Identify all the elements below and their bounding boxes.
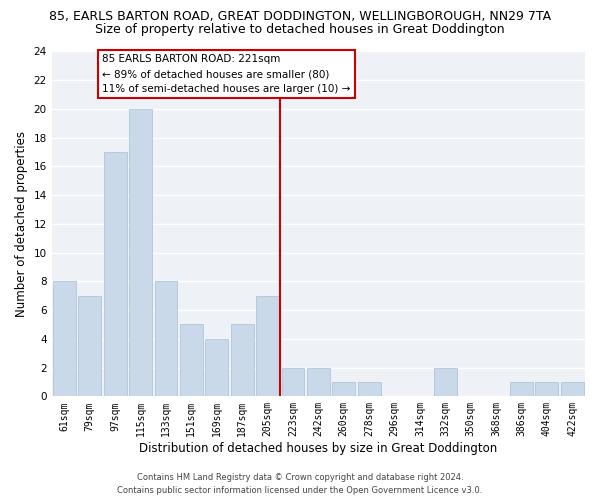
Y-axis label: Number of detached properties: Number of detached properties bbox=[15, 131, 28, 317]
Bar bbox=[79, 296, 101, 396]
Bar bbox=[256, 296, 279, 396]
X-axis label: Distribution of detached houses by size in Great Doddington: Distribution of detached houses by size … bbox=[139, 442, 497, 455]
Text: Size of property relative to detached houses in Great Doddington: Size of property relative to detached ho… bbox=[95, 22, 505, 36]
Bar bbox=[231, 324, 254, 396]
Bar bbox=[434, 368, 457, 396]
Bar bbox=[155, 282, 178, 397]
Bar bbox=[307, 368, 330, 396]
Bar bbox=[129, 109, 152, 397]
Bar bbox=[53, 282, 76, 397]
Bar bbox=[332, 382, 355, 396]
Bar bbox=[180, 324, 203, 396]
Bar bbox=[561, 382, 584, 396]
Text: 85 EARLS BARTON ROAD: 221sqm
← 89% of detached houses are smaller (80)
11% of se: 85 EARLS BARTON ROAD: 221sqm ← 89% of de… bbox=[103, 54, 351, 94]
Bar bbox=[535, 382, 559, 396]
Bar bbox=[510, 382, 533, 396]
Bar bbox=[205, 339, 228, 396]
Text: Contains HM Land Registry data © Crown copyright and database right 2024.
Contai: Contains HM Land Registry data © Crown c… bbox=[118, 474, 482, 495]
Bar bbox=[281, 368, 304, 396]
Text: 85, EARLS BARTON ROAD, GREAT DODDINGTON, WELLINGBOROUGH, NN29 7TA: 85, EARLS BARTON ROAD, GREAT DODDINGTON,… bbox=[49, 10, 551, 23]
Bar bbox=[358, 382, 380, 396]
Bar bbox=[104, 152, 127, 396]
